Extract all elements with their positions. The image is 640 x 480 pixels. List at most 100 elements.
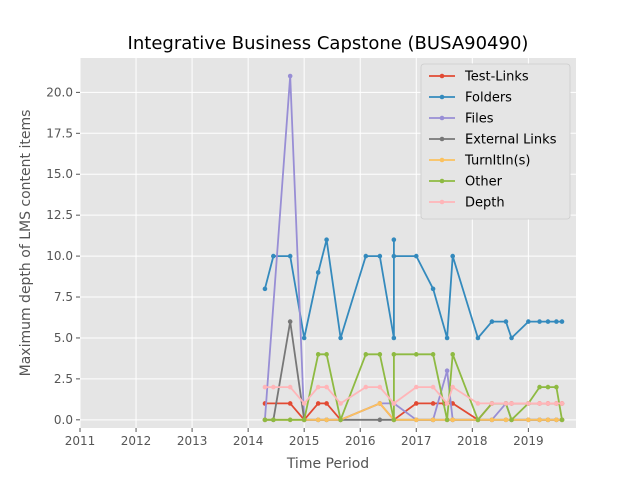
y-tick-label: 20.0 [46, 85, 73, 99]
data-point-turnitin-s [526, 417, 531, 423]
data-point-files [444, 368, 450, 373]
x-tick-label: 2015 [289, 434, 320, 448]
data-point-turnitin-s [537, 417, 542, 423]
data-point-other [262, 417, 268, 423]
x-tick-label: 2013 [177, 434, 208, 448]
data-point-folders [509, 335, 514, 341]
data-point-turnitin-s [377, 401, 383, 406]
data-point-other [377, 352, 383, 357]
x-tick-label: 2016 [345, 434, 376, 448]
data-point-external-links [377, 417, 383, 423]
data-point-folders [391, 335, 397, 341]
legend-swatch-marker [439, 73, 445, 79]
y-axis-ticks: 0.0 2.5 5.0 7.5 10.0 12.5 15.0 17.5 20.0 [46, 85, 80, 427]
data-point-turnitin-s [554, 417, 559, 423]
data-point-other [391, 352, 397, 357]
legend-item: TurnItIn(s) [429, 154, 530, 169]
legend-item: Test-Links [429, 70, 529, 85]
data-point-depth [287, 384, 293, 390]
legend-swatch-marker [439, 157, 445, 163]
data-point-depth [554, 401, 559, 406]
x-tick-label: 2019 [513, 434, 544, 448]
data-point-other [301, 417, 307, 423]
data-point-folders [526, 319, 531, 324]
data-point-turnitin-s [503, 417, 509, 423]
data-point-folders [363, 253, 369, 259]
data-point-turnitin-s [324, 417, 329, 423]
data-point-folders [545, 319, 551, 324]
data-point-folders [377, 253, 383, 259]
legend-label: Files [465, 112, 494, 127]
legend-label: Depth [465, 196, 505, 211]
data-point-turnitin-s [489, 417, 495, 423]
data-point-other [475, 417, 481, 423]
data-point-depth [338, 401, 343, 406]
data-point-depth [324, 384, 329, 390]
data-point-folders [287, 253, 293, 259]
y-tick-label: 15.0 [46, 167, 73, 181]
data-point-depth [271, 384, 276, 390]
data-point-folders [489, 319, 495, 324]
series-other [262, 352, 565, 423]
data-point-other [391, 417, 397, 423]
legend-swatch-marker [439, 199, 445, 205]
data-point-other [413, 352, 419, 357]
data-point-other [509, 417, 514, 423]
x-axis-label: Time Period [286, 456, 369, 472]
data-point-depth [363, 384, 369, 390]
series-line-other [264, 353, 563, 421]
data-point-depth [537, 401, 542, 406]
legend-item: External Links [429, 133, 557, 148]
legend-label: Test-Links [464, 70, 529, 85]
y-tick-label: 12.5 [46, 208, 73, 222]
legend-label: Other [465, 175, 503, 190]
data-point-depth [301, 401, 307, 406]
data-point-other [537, 384, 542, 390]
data-point-other [545, 384, 551, 390]
x-tick-label: 2012 [121, 434, 152, 448]
data-point-turnitin-s [413, 417, 419, 423]
data-point-turnitin-s [450, 417, 456, 423]
data-point-depth [450, 384, 456, 390]
data-point-depth [444, 401, 450, 406]
y-axis-label: Maximum depth of LMS content items [18, 110, 34, 377]
data-point-other [559, 417, 565, 423]
data-point-other [287, 417, 293, 423]
x-axis-ticks: 2011 2012 2013 2014 2015 2016 2017 2018 2019 [65, 428, 544, 448]
data-point-folders [338, 335, 343, 341]
series-depth [262, 384, 565, 406]
legend-swatch-marker [439, 94, 445, 100]
data-point-folders [391, 253, 397, 259]
y-tick-label: 2.5 [54, 372, 73, 386]
data-point-other [430, 352, 436, 357]
legend-swatch-marker [439, 136, 445, 142]
y-tick-label: 10.0 [46, 249, 73, 263]
x-tick-label: 2018 [457, 434, 488, 448]
y-tick-label: 5.0 [54, 331, 73, 345]
data-point-folders [324, 237, 329, 243]
data-point-folders [262, 286, 268, 292]
data-point-turnitin-s [430, 417, 436, 423]
data-point-depth [489, 401, 495, 406]
legend-label: External Links [465, 133, 557, 148]
data-point-other [554, 384, 559, 390]
data-point-depth [503, 401, 509, 406]
data-point-files [287, 73, 293, 79]
legend-box [420, 63, 571, 220]
data-point-external-links [287, 319, 293, 324]
legend-item: Depth [429, 196, 505, 211]
data-point-folders [444, 335, 450, 341]
chart-title: Integrative Business Capstone (BUSA90490… [128, 33, 529, 54]
data-point-other [315, 352, 321, 357]
data-point-other [363, 352, 369, 357]
y-tick-label: 17.5 [46, 126, 73, 140]
data-point-folders [475, 335, 481, 341]
series-folders [262, 237, 565, 341]
data-point-depth [475, 401, 481, 406]
data-point-depth [430, 384, 436, 390]
legend-label: Folders [465, 91, 512, 106]
data-point-folders [413, 253, 419, 259]
x-tick-label: 2014 [233, 434, 264, 448]
data-point-depth [377, 384, 383, 390]
